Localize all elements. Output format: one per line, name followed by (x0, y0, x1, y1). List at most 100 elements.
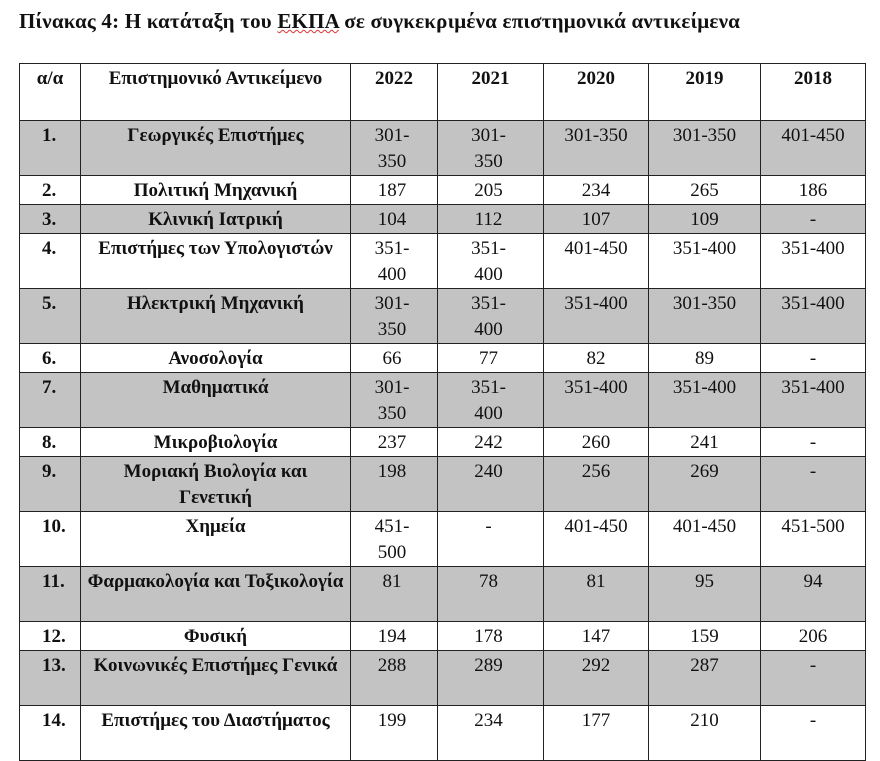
rank-value-2021: 351-400 (437, 372, 544, 428)
subject-name: Κοινωνικές Επιστήμες Γενικά (80, 650, 351, 706)
subject-name: Φυσική (80, 621, 351, 651)
row-number: 5. (19, 288, 81, 344)
table-row: 12. Φυσική 194 178 147 159 206 (19, 621, 866, 651)
subject-name: Μοριακή Βιολογία και Γενετική (80, 456, 351, 512)
column-header: α/α (19, 63, 81, 121)
table-row: 14. Επιστήμες του Διαστήματος 199 234 177 210… (19, 705, 866, 761)
rank-value-2019: 89 (648, 343, 761, 373)
rank-value-2018: - (760, 705, 866, 761)
rank-value-2022: 301-350 (350, 372, 438, 428)
rank-value-2018: 206 (760, 621, 866, 651)
column-header: 2019 (648, 63, 761, 121)
rank-value-2018: 401-450 (760, 120, 866, 176)
subject-name: Επιστήμες του Διαστήματος (80, 705, 351, 761)
caption-underlined-word: ΕΚΠΑ (277, 9, 339, 33)
rank-value-2020: 81 (543, 566, 649, 622)
row-number: 12. (19, 621, 81, 651)
row-number: 14. (19, 705, 81, 761)
rank-value-2021: 178 (437, 621, 544, 651)
rank-value-2020: 177 (543, 705, 649, 761)
rank-value-2018: - (760, 204, 866, 234)
rank-value-2020: 82 (543, 343, 649, 373)
rank-value-2022: 301-350 (350, 288, 438, 344)
subject-name: Μικροβιολογία (80, 427, 351, 457)
row-number: 9. (19, 456, 81, 512)
column-header: 2022 (350, 63, 438, 121)
rank-value-2019: 241 (648, 427, 761, 457)
rank-value-2021: 242 (437, 427, 544, 457)
table-row: 9. Μοριακή Βιολογία και Γενετική 198 240 256… (19, 456, 866, 512)
row-number: 7. (19, 372, 81, 428)
rank-value-2020: 234 (543, 175, 649, 205)
rank-value-2022: 194 (350, 621, 438, 651)
rank-value-2018: - (760, 456, 866, 512)
rank-value-2019: 301-350 (648, 288, 761, 344)
table-row: 2. Πολιτική Μηχανική 187 205 234 265 186 (19, 175, 866, 205)
caption-suffix: σε συγκεκριμένα επιστημονικά αντικείμενα (338, 9, 741, 33)
subject-name: Πολιτική Μηχανική (80, 175, 351, 205)
rank-value-2020: 107 (543, 204, 649, 234)
table-row: 8. Μικροβιολογία 237 242 260 241- (19, 427, 866, 457)
table-row: 13. Κοινωνικές Επιστήμες Γενικά 288 289 292 2… (19, 650, 866, 706)
row-number: 4. (19, 233, 81, 289)
row-number: 11. (19, 566, 81, 622)
rank-value-2021: 78 (437, 566, 544, 622)
rank-value-2019: 401-450 (648, 511, 761, 567)
subject-name: Κλινική Ιατρική (80, 204, 351, 234)
rank-value-2020: 292 (543, 650, 649, 706)
subject-name: Χημεία (80, 511, 351, 567)
rank-value-2020: 147 (543, 621, 649, 651)
rank-value-2020: 401-450 (543, 233, 649, 289)
rank-value-2020: 401-450 (543, 511, 649, 567)
rank-value-2018: 451-500 (760, 511, 866, 567)
table-row: 11. Φαρμακολογία και Τοξικολογία 81 78 81 95 9… (19, 566, 866, 622)
column-header: 2018 (760, 63, 866, 121)
rank-value-2019: 351-400 (648, 233, 761, 289)
table-row: 4. Επιστήμες των Υπολογιστών 351-400 351-40… (19, 233, 866, 289)
rank-value-2022: 104 (350, 204, 438, 234)
ranking-table: α/α Επιστημονικό Αντικείμενο 2022 2021 2020 2… (19, 63, 866, 761)
rank-value-2022: 237 (350, 427, 438, 457)
rank-value-2018: - (760, 427, 866, 457)
rank-value-2021: 351-400 (437, 288, 544, 344)
rank-value-2019: 269 (648, 456, 761, 512)
subject-name: Ηλεκτρική Μηχανική (80, 288, 351, 344)
rank-value-2020: 256 (543, 456, 649, 512)
table-row: 10. Χημεία 451-500-401-450 401-450 451-500 (19, 511, 866, 567)
rank-value-2021: 77 (437, 343, 544, 373)
rank-value-2021: 351-400 (437, 233, 544, 289)
rank-value-2019: 287 (648, 650, 761, 706)
row-number: 10. (19, 511, 81, 567)
rank-value-2021: 301-350 (437, 120, 544, 176)
rank-value-2018: 351-400 (760, 233, 866, 289)
rank-value-2021: 112 (437, 204, 544, 234)
rank-value-2018: 351-400 (760, 288, 866, 344)
rank-value-2019: 109 (648, 204, 761, 234)
table-row: 1. Γεωργικές Επιστήμες 301-350 301-350 301-3… (19, 120, 866, 176)
header-row: α/α Επιστημονικό Αντικείμενο 2022 2021 2020 2… (19, 63, 866, 121)
column-header: 2021 (437, 63, 544, 121)
rank-value-2022: 199 (350, 705, 438, 761)
rank-value-2020: 351-400 (543, 372, 649, 428)
rank-value-2019: 351-400 (648, 372, 761, 428)
subject-name: Μαθηματικά (80, 372, 351, 428)
rank-value-2019: 210 (648, 705, 761, 761)
rank-value-2018: 186 (760, 175, 866, 205)
rank-value-2022: 351-400 (350, 233, 438, 289)
subject-name: Επιστήμες των Υπολογιστών (80, 233, 351, 289)
rank-value-2018: - (760, 650, 866, 706)
row-number: 1. (19, 120, 81, 176)
rank-value-2021: - (437, 511, 544, 567)
rank-value-2022: 81 (350, 566, 438, 622)
row-number: 3. (19, 204, 81, 234)
table-body: 1. Γεωργικές Επιστήμες 301-350 301-350 301-3… (19, 120, 866, 761)
rank-value-2021: 205 (437, 175, 544, 205)
row-number: 13. (19, 650, 81, 706)
rank-value-2022: 187 (350, 175, 438, 205)
rank-value-2019: 95 (648, 566, 761, 622)
column-header: 2020 (543, 63, 649, 121)
caption-prefix: Πίνακας 4: Η κατάταξη του (19, 9, 278, 33)
rank-value-2020: 351-400 (543, 288, 649, 344)
row-number: 8. (19, 427, 81, 457)
rank-value-2019: 301-350 (648, 120, 761, 176)
